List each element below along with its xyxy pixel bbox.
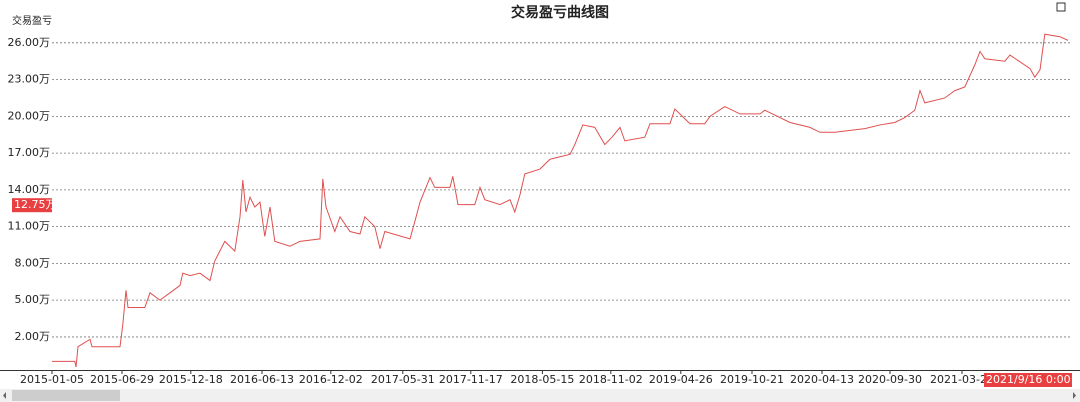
crosshair-x-box — [984, 373, 1072, 387]
crosshair-x-label: 2021/9/16 0:00:00 — [986, 373, 1080, 386]
x-tick-label: 2018-11-02 — [579, 373, 643, 386]
x-tick-label: 2020-04-13 — [790, 373, 854, 386]
x-tick-label: 2016-06-13 — [230, 373, 294, 386]
x-tick-label: 2020-09-30 — [858, 373, 922, 386]
y-axis-label: 交易盈亏 — [12, 14, 52, 27]
x-tick-label: 2017-11-17 — [439, 373, 503, 386]
crosshair-y-label: 12.75万 — [14, 198, 57, 211]
crosshair-y-box — [12, 198, 52, 213]
x-tick-label: 2017-05-31 — [371, 373, 435, 386]
x-tick-label: 2015-12-18 — [159, 373, 223, 386]
maximize-button[interactable] — [1056, 2, 1066, 12]
x-tick-label: 2018-05-15 — [510, 373, 574, 386]
y-tick-label: 5.00万 — [15, 293, 51, 306]
y-tick-label: 2.00万 — [15, 330, 51, 343]
x-tick-label: 2021-03-29 — [930, 373, 994, 386]
y-tick-label: 17.00万 — [8, 146, 51, 159]
y-tick-label: 20.00万 — [8, 109, 51, 122]
chart-title: 交易盈亏曲线图 — [511, 4, 609, 21]
y-tick-label: 23.00万 — [8, 73, 51, 86]
x-tick-label: 2019-10-21 — [720, 373, 784, 386]
y-tick-label: 14.00万 — [8, 183, 51, 196]
line-series — [52, 33, 1069, 368]
scrollbar-thumb[interactable] — [12, 390, 120, 401]
x-tick-label: 2019-04-26 — [649, 373, 713, 386]
x-tick-label: 2015-01-05 — [20, 373, 84, 386]
y-tick-label: 26.00万 — [8, 36, 51, 49]
y-tick-label: 8.00万 — [15, 256, 51, 269]
y-tick-label: 11.00万 — [8, 220, 51, 233]
scroll-right-arrow[interactable] — [1073, 392, 1076, 399]
scroll-left-arrow[interactable] — [3, 392, 6, 399]
scrollbar[interactable] — [0, 389, 1080, 402]
x-tick-label: 2016-12-02 — [299, 373, 363, 386]
x-tick-label: 2015-06-29 — [90, 373, 154, 386]
